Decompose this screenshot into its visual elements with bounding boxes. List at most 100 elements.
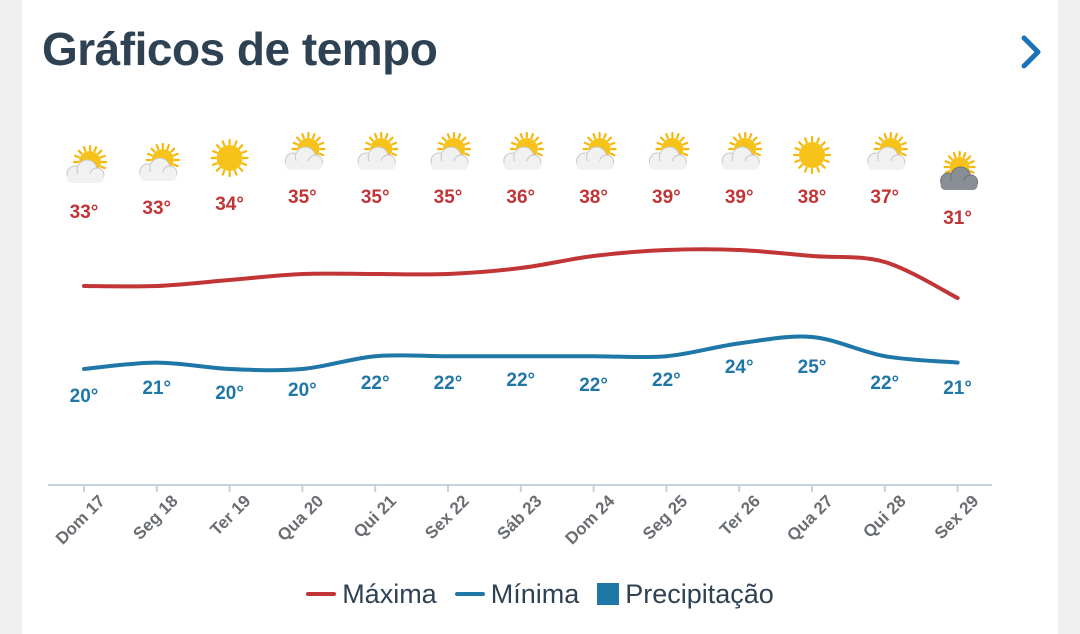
max-temp-label: 35° bbox=[434, 187, 463, 208]
sun-ray bbox=[682, 141, 689, 146]
sun-ray bbox=[146, 152, 153, 157]
sun-ray bbox=[215, 166, 221, 172]
sun-ray bbox=[898, 136, 904, 142]
max-temp-label: 33° bbox=[142, 198, 171, 219]
weather-charts-card: Gráficos de tempo bbox=[22, 0, 1058, 634]
partly-cloudy-icon bbox=[721, 131, 763, 170]
max-temp-label: 35° bbox=[361, 187, 390, 208]
sun-ray bbox=[233, 140, 238, 147]
partly-cloudy-icon bbox=[66, 144, 108, 183]
sun-ray bbox=[238, 166, 244, 172]
sun-ray bbox=[438, 141, 444, 146]
sun-ray bbox=[820, 141, 826, 147]
partly-cloudy-icon bbox=[867, 131, 908, 170]
legend-item-minima[interactable]: Mínima bbox=[454, 579, 579, 610]
sun-ray bbox=[464, 141, 470, 146]
x-tick-label: Seg 25 bbox=[639, 491, 691, 543]
cloud-base bbox=[940, 181, 978, 190]
cloud-base bbox=[722, 161, 760, 170]
partly-cloudy-icon bbox=[503, 131, 544, 170]
min-temp-label: 22° bbox=[652, 370, 681, 391]
sun-ray bbox=[519, 133, 524, 139]
sun-ray bbox=[583, 141, 590, 146]
cloud-base bbox=[576, 161, 614, 170]
sun-disc bbox=[216, 145, 243, 171]
sun-ray bbox=[461, 136, 467, 142]
sun-ray bbox=[609, 152, 616, 157]
min-temp-label: 20° bbox=[70, 386, 99, 407]
sun-ray bbox=[748, 133, 753, 139]
cloudy-icon bbox=[940, 150, 979, 190]
sun-ray bbox=[816, 137, 821, 144]
legend-item-maxima[interactable]: Máxima bbox=[306, 579, 437, 610]
sun-ray bbox=[823, 159, 830, 164]
max-temp-label: 39° bbox=[652, 187, 681, 208]
sun-ray bbox=[944, 160, 951, 164]
x-tick-label: Qua 27 bbox=[783, 491, 837, 545]
sun-ray bbox=[894, 133, 898, 139]
sun-ray bbox=[816, 166, 821, 173]
sun-ray bbox=[166, 144, 171, 150]
legend-item-precipitacao[interactable]: Precipitação bbox=[597, 579, 774, 610]
sun-ray bbox=[172, 163, 179, 168]
min-temp-label: 25° bbox=[798, 357, 827, 378]
sunny-icon bbox=[792, 135, 832, 175]
x-tick-label: Dom 17 bbox=[52, 491, 109, 548]
sun-ray bbox=[150, 147, 156, 153]
sun-ray bbox=[514, 136, 520, 142]
sun-ray bbox=[77, 149, 83, 155]
sun-ray bbox=[446, 133, 451, 139]
sun-ray bbox=[82, 146, 87, 152]
sun-ray bbox=[738, 133, 742, 139]
sun-ray bbox=[536, 141, 543, 146]
sun-ray bbox=[900, 141, 907, 146]
sun-ray bbox=[241, 162, 248, 167]
next-button[interactable] bbox=[1012, 28, 1052, 76]
sun-ray bbox=[534, 136, 540, 142]
sun-ray bbox=[318, 152, 325, 157]
sun-ray bbox=[675, 133, 680, 139]
sun-ray bbox=[215, 144, 221, 150]
sun-ray bbox=[211, 162, 218, 167]
sun-ray bbox=[170, 147, 176, 153]
sun-ray bbox=[883, 133, 888, 139]
sun-ray bbox=[221, 140, 226, 147]
sun-ray bbox=[820, 163, 826, 169]
max-temp-label: 38° bbox=[579, 187, 608, 208]
sun-ray bbox=[315, 136, 321, 142]
sun-ray bbox=[97, 149, 103, 155]
x-tick-label: Dom 24 bbox=[562, 491, 619, 548]
min-temp-line bbox=[82, 334, 960, 373]
sun-ray bbox=[530, 133, 534, 139]
sun-ray bbox=[679, 136, 685, 142]
max-temp-label: 39° bbox=[725, 187, 754, 208]
sun-ray bbox=[794, 159, 801, 164]
sun-ray bbox=[365, 141, 372, 146]
sun-ray bbox=[952, 152, 957, 158]
chart-legend: Máxima Mínima Precipitação bbox=[0, 574, 1080, 614]
min-temp-label: 20° bbox=[215, 383, 244, 404]
sun-ray bbox=[295, 136, 301, 142]
sun-ray bbox=[606, 136, 612, 142]
x-tick-label: Ter 19 bbox=[206, 491, 254, 539]
sun-ray bbox=[962, 152, 967, 158]
x-tick-label: Sex 22 bbox=[421, 491, 473, 543]
sun-ray bbox=[947, 155, 953, 161]
x-tick-label: Ter 26 bbox=[716, 491, 764, 539]
sun-ray bbox=[74, 154, 80, 159]
sun-ray bbox=[441, 136, 447, 142]
partly-cloudy-icon bbox=[648, 131, 690, 170]
sun-ray bbox=[603, 133, 607, 139]
sun-ray bbox=[93, 146, 98, 152]
cloud-base bbox=[431, 161, 468, 170]
sun-ray bbox=[874, 141, 881, 146]
sun-ray bbox=[374, 133, 378, 139]
legend-swatch-maxima bbox=[306, 592, 337, 596]
sun-ray bbox=[536, 152, 543, 157]
sun-ray bbox=[755, 141, 762, 146]
sun-ray bbox=[391, 141, 398, 146]
sun-ray bbox=[944, 170, 951, 174]
sun-ray bbox=[803, 166, 808, 173]
sun-ray bbox=[211, 149, 218, 154]
partly-cloudy-icon bbox=[139, 142, 180, 181]
